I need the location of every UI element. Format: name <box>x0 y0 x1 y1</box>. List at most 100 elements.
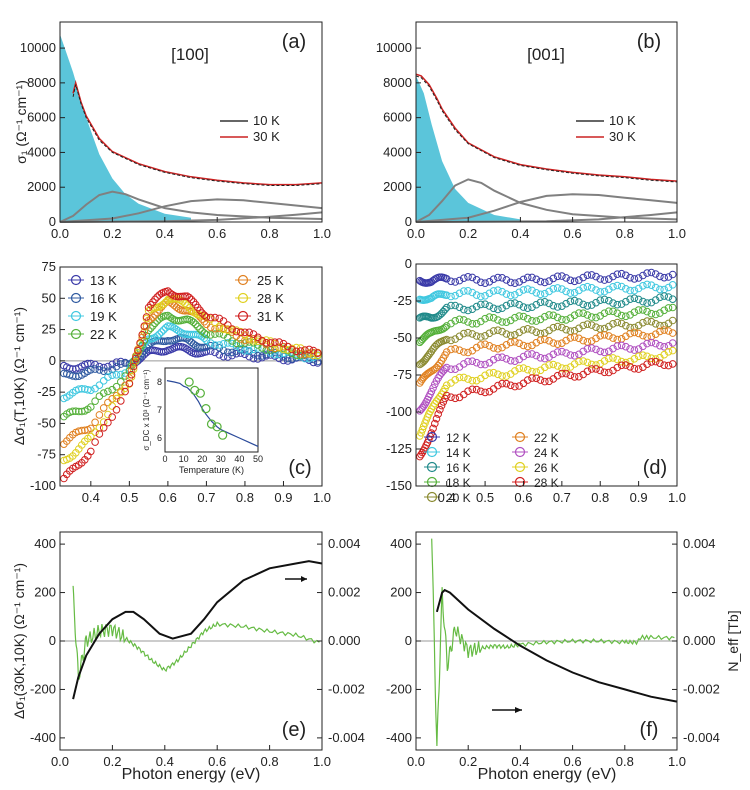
drude-fill <box>416 75 521 223</box>
data-marker <box>664 327 673 335</box>
data-marker <box>489 327 498 335</box>
data-marker <box>541 278 549 287</box>
data-marker <box>432 414 441 423</box>
data-marker <box>523 304 532 313</box>
data-marker <box>87 403 95 411</box>
y2-tick-label: -0.002 <box>328 681 365 696</box>
x-axis-label: Photon energy (eV) <box>122 766 261 783</box>
data-marker <box>549 360 558 369</box>
y-tick-label: 200 <box>390 585 412 600</box>
data-marker <box>651 310 660 319</box>
data-marker <box>596 275 605 283</box>
data-marker <box>442 363 451 372</box>
data-marker <box>532 374 541 383</box>
data-marker <box>99 377 108 385</box>
inset-x-tick: 40 <box>234 454 244 464</box>
data-marker <box>553 371 562 380</box>
data-marker <box>519 303 528 311</box>
data-marker <box>639 318 647 327</box>
data-marker <box>228 348 236 357</box>
data-marker <box>630 275 639 283</box>
panel-label: (d) <box>643 457 667 479</box>
data-marker <box>460 348 468 356</box>
data-marker <box>541 298 549 306</box>
data-marker <box>536 277 545 286</box>
series-30k-line <box>415 73 678 182</box>
data-marker <box>575 309 583 317</box>
data-marker <box>309 351 318 360</box>
data-marker <box>451 345 460 353</box>
legend-label: 10 K <box>253 113 280 128</box>
data-marker <box>575 372 583 381</box>
data-marker <box>502 341 511 349</box>
data-marker <box>117 357 125 366</box>
y-tick-label: 2000 <box>383 179 412 194</box>
data-marker <box>545 337 553 345</box>
data-marker <box>579 284 588 292</box>
x-tick-label: 0.0 <box>407 754 425 769</box>
data-marker <box>498 353 506 362</box>
data-marker <box>211 313 219 322</box>
y-tick-label: -150 <box>386 478 412 493</box>
y-tick-label: -50 <box>37 415 56 430</box>
inset-y-tick: 7 <box>157 405 162 415</box>
inset-line <box>166 380 259 447</box>
data-marker <box>587 321 596 329</box>
data-marker <box>545 361 553 369</box>
data-marker <box>515 339 524 348</box>
y2-tick-label: 0.004 <box>328 536 361 551</box>
data-marker <box>104 398 112 407</box>
data-marker <box>494 305 502 314</box>
data-marker <box>600 331 609 339</box>
legend-label: 16 K <box>446 461 471 475</box>
data-marker <box>558 369 566 378</box>
data-marker <box>639 331 647 340</box>
data-marker <box>132 354 140 363</box>
data-marker <box>502 330 511 338</box>
data-marker <box>549 350 558 359</box>
data-marker <box>455 346 464 355</box>
data-marker <box>301 346 309 354</box>
data-marker <box>639 297 647 306</box>
y-tick-label: 200 <box>34 585 56 600</box>
data-marker <box>664 293 673 301</box>
data-marker <box>617 361 626 370</box>
inset-x-tick: 10 <box>179 454 189 464</box>
y-tick-label: -100 <box>30 478 56 493</box>
panel-label: (b) <box>637 31 661 53</box>
data-marker <box>99 367 108 376</box>
data-marker <box>127 373 136 381</box>
data-marker <box>558 323 566 332</box>
data-marker <box>464 375 472 383</box>
data-marker <box>455 303 464 312</box>
inset-x-label: Temperature (K) <box>179 465 244 475</box>
data-marker <box>609 299 617 307</box>
data-marker <box>587 313 596 321</box>
inset-x-tick: 0 <box>162 454 167 464</box>
data-marker <box>489 368 498 377</box>
data-marker <box>651 320 660 328</box>
data-marker <box>575 334 583 343</box>
data-marker <box>613 355 622 364</box>
data-marker <box>651 270 660 278</box>
data-marker <box>528 303 536 312</box>
x-tick-label: 0.8 <box>591 490 609 505</box>
data-marker <box>481 332 489 340</box>
data-marker <box>541 289 549 298</box>
data-marker <box>515 300 524 309</box>
data-marker <box>418 335 427 344</box>
data-marker <box>181 292 189 301</box>
data-marker <box>485 289 494 298</box>
data-marker <box>605 368 613 377</box>
data-marker <box>485 302 494 310</box>
x-tick-label: 1.0 <box>668 490 686 505</box>
data-marker <box>219 340 228 348</box>
data-marker <box>596 347 605 356</box>
y-tick-label: 10000 <box>376 40 412 55</box>
legend-label: 20 K <box>446 491 471 505</box>
data-marker <box>117 388 125 397</box>
data-marker <box>460 360 468 368</box>
data-marker <box>271 338 279 347</box>
data-marker <box>592 272 600 281</box>
